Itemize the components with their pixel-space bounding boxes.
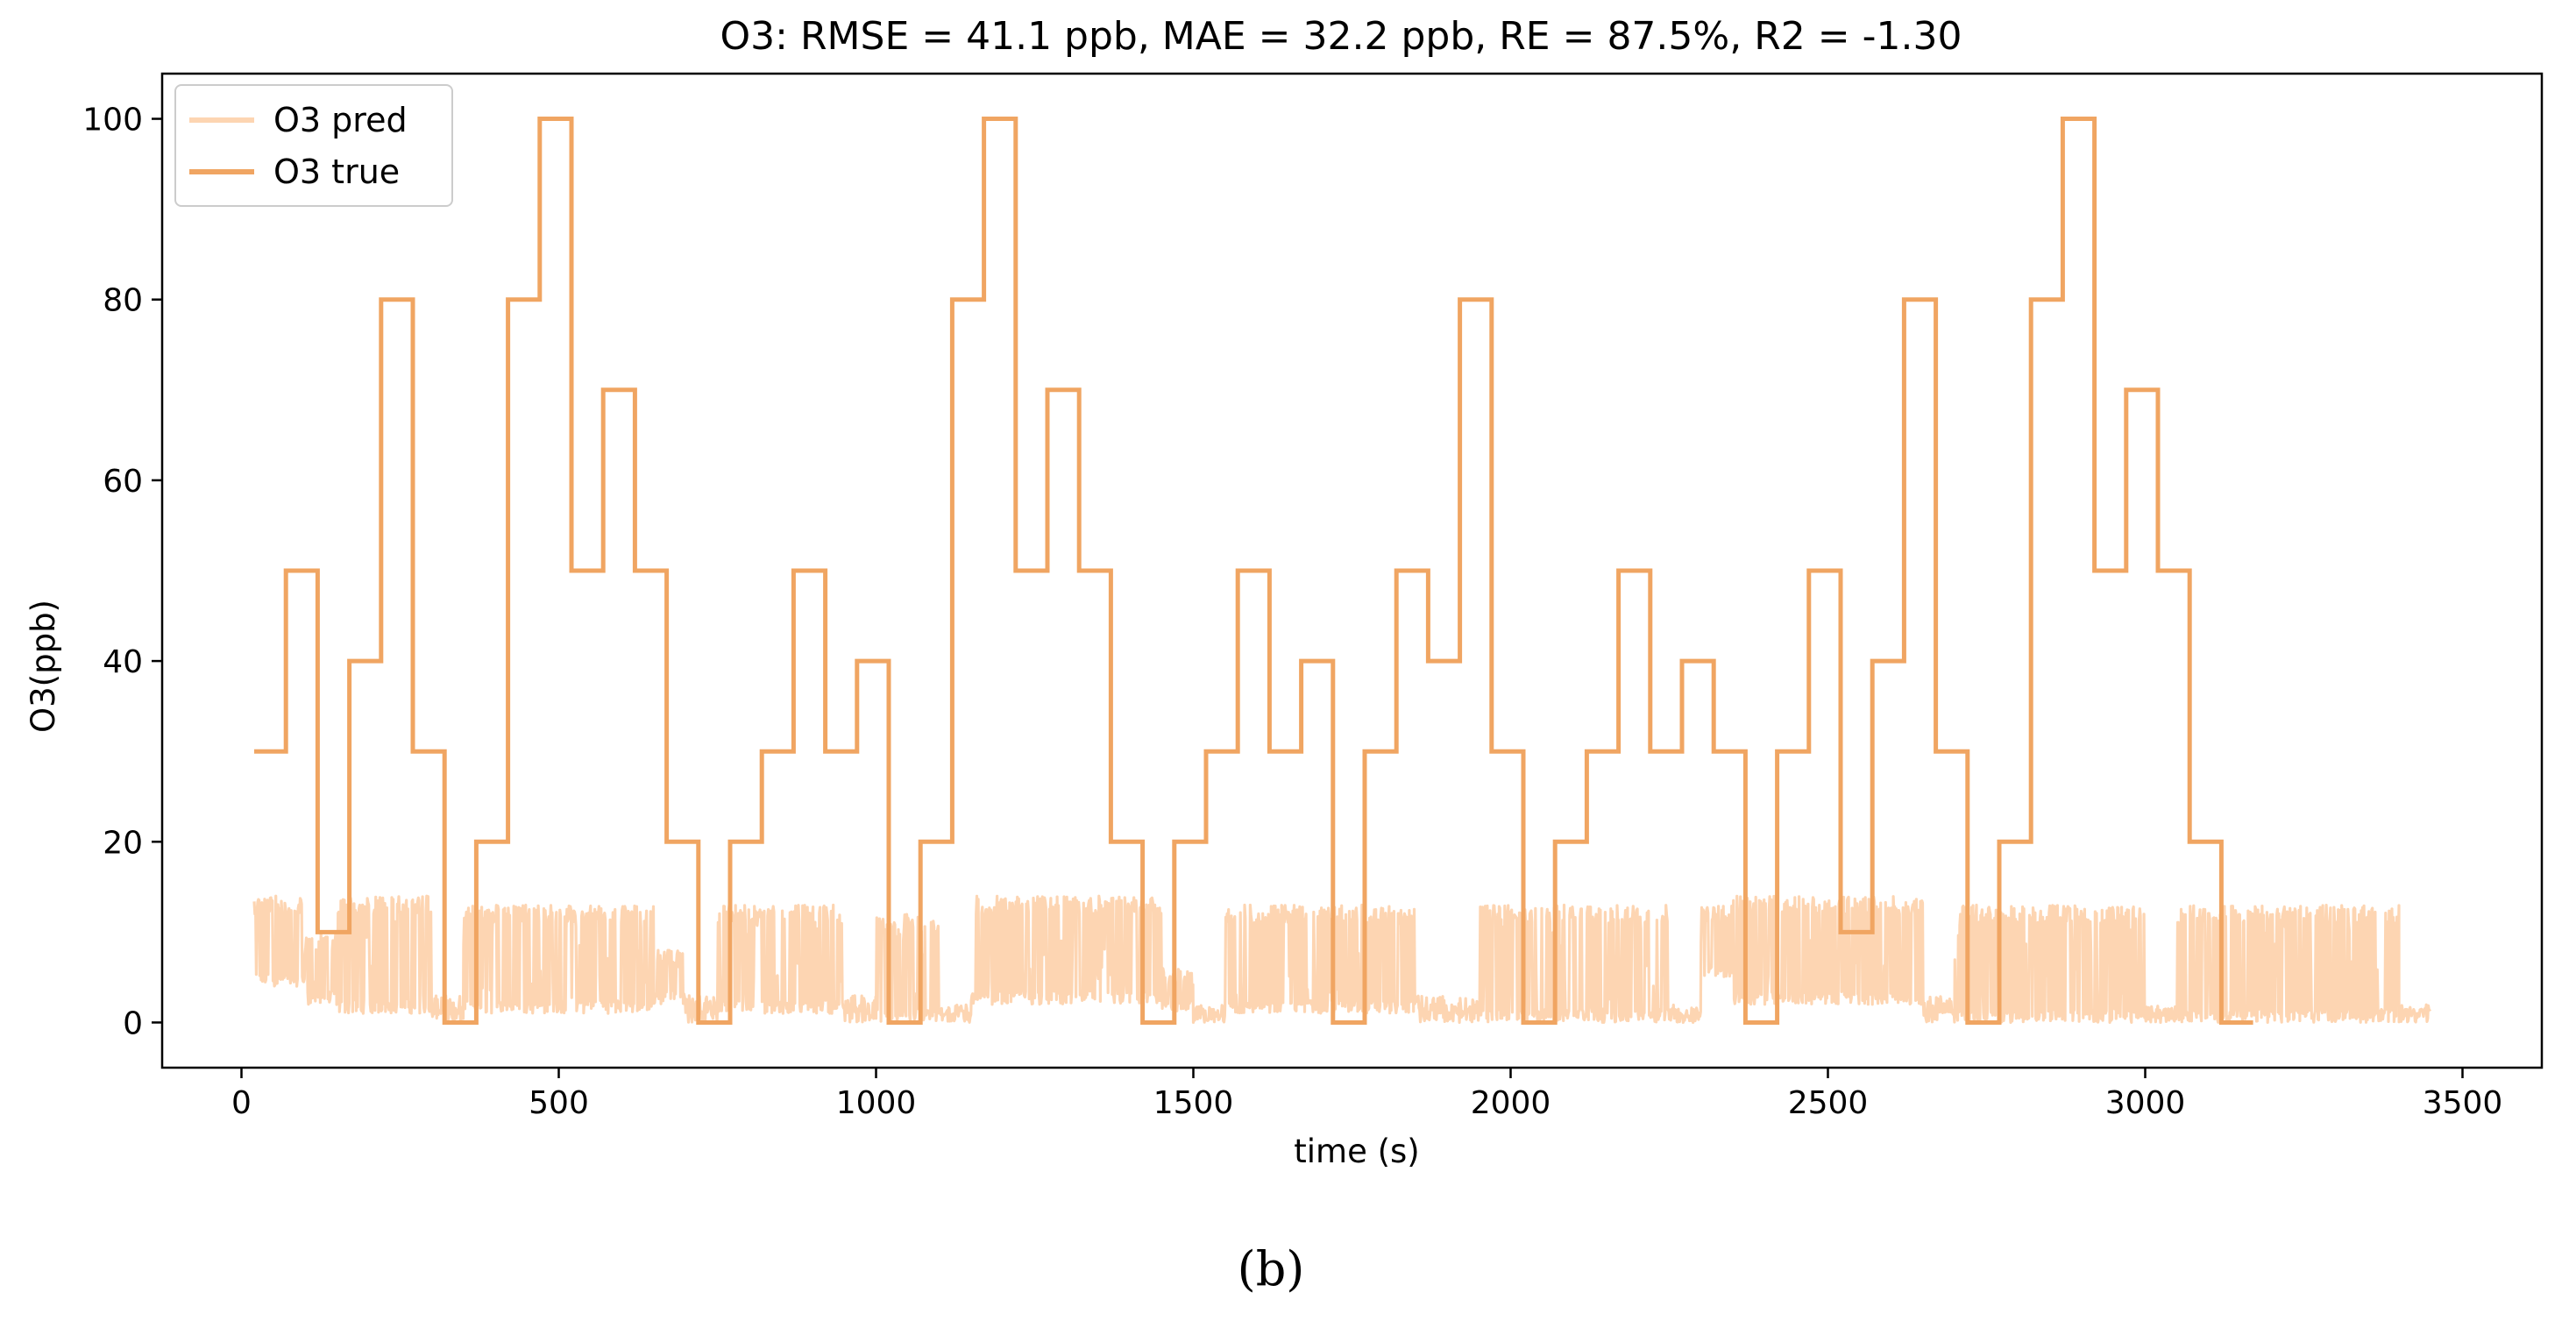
y-tick-label: 0 [123,1005,143,1041]
x-tick-label: 1500 [1153,1085,1234,1121]
x-axis-label: time (s) [1294,1133,1420,1170]
y-tick-label: 60 [103,464,143,500]
figure-caption: (b) [1238,1241,1305,1296]
x-tick-label: 2000 [1471,1085,1551,1121]
axes-frame [160,72,2544,1069]
y-tick-label: 100 [82,103,143,138]
y-axis-label: O3(ppb) [25,600,62,733]
series-line-o3-true [254,117,2253,1025]
y-tick-label: 20 [103,825,143,861]
x-tick-label: 3500 [2423,1085,2503,1121]
x-tick-label: 500 [529,1085,589,1121]
legend-box [174,84,453,207]
x-tick-label: 1000 [836,1085,917,1121]
legend: O3 pred O3 true [174,84,453,207]
x-axis: 0 500 1000 1500 2000 2500 3000 3500 [231,1068,2502,1121]
plot-area [252,117,2432,1025]
y-tick-label: 80 [103,283,143,319]
legend-label-o3-pred: O3 pred [273,101,408,139]
y-tick-label: 40 [103,644,143,680]
chart-title: O3: RMSE = 41.1 ppb, MAE = 32.2 ppb, RE … [720,14,1962,59]
legend-label-o3-true: O3 true [273,153,400,191]
y-axis: 0 20 40 60 80 100 [82,103,162,1041]
x-tick-label: 3000 [2105,1085,2186,1121]
x-tick-label: 2500 [1788,1085,1869,1121]
series-line-o3-pred [252,894,2432,1024]
x-tick-label: 0 [231,1085,252,1121]
